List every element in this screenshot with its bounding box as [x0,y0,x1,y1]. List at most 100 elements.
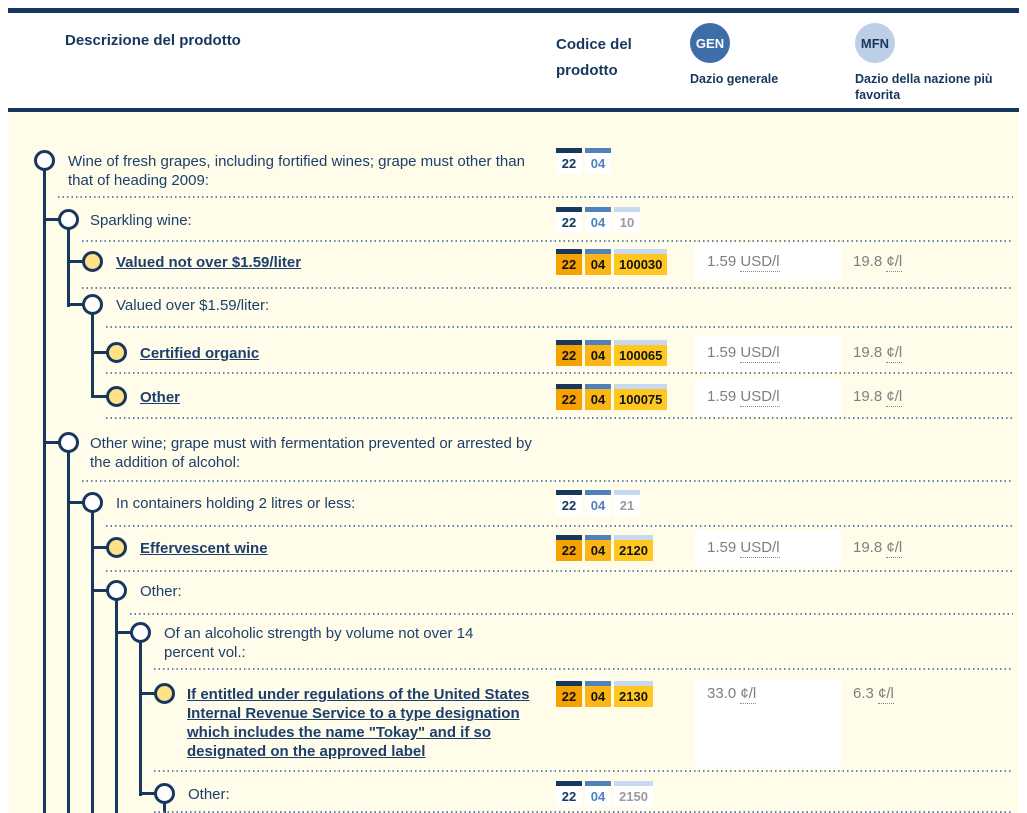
row-separator [106,372,1013,374]
product-description: In containers holding 2 litres or less: [116,495,356,512]
product-link[interactable]: Certified organic [140,345,260,362]
product-description: Other wine; grape must with fermentation… [90,435,532,471]
row-separator [82,287,1013,289]
table-body-background [8,112,1019,813]
hs-code-chip: 04 [585,490,611,516]
tree-node-icon[interactable] [58,432,79,453]
gen-duty-box [695,530,841,567]
tree-node-icon[interactable] [154,783,175,804]
hs-code-chip: 2130 [614,681,653,707]
mfn-duty-value: 6.3 ¢/l [853,685,894,704]
product-description: Valued over $1.59/liter: [116,297,270,314]
hs-code-chip: 04 [585,340,611,366]
gen-duty-box [695,679,841,767]
gen-duty-box [695,244,841,281]
hs-code-chip: 100065 [614,340,668,366]
hs-code-chip: 22 [556,681,582,707]
product-link[interactable]: Other [140,389,181,406]
tree-connector [91,589,107,592]
tree-connector [91,546,107,549]
hs-code: 22 04 2120 [556,535,653,561]
gen-duty-value: 1.59 USD/l [707,539,780,558]
tree-connector [67,303,83,306]
gen-duty-value: 1.59 USD/l [707,388,780,407]
hs-code-chip: 04 [585,249,611,275]
tree-leaf-icon[interactable] [82,251,103,272]
hs-code-chip: 22 [556,384,582,410]
gen-duty-value: 33.0 ¢/l [707,685,757,704]
hs-code-chip: 04 [585,384,611,410]
hs-code-chip: 04 [585,148,611,174]
hs-code: 22 04 10 [556,207,640,233]
hs-code-chip: 100030 [614,249,668,275]
tree-leaf-icon[interactable] [106,537,127,558]
mfn-duty-value: 19.8 ¢/l [853,388,903,407]
gen-badge: GEN [690,23,730,63]
tree-node-icon[interactable] [106,580,127,601]
hs-code-chip: 21 [614,490,640,516]
product-description: Sparkling wine: [90,212,192,229]
tree-connector [43,170,46,813]
tree-connector [67,260,83,263]
product-link[interactable]: Effervescent wine [140,540,268,557]
product-link[interactable]: If entitled under regulations of the Uni… [187,686,530,760]
column-header-description: Descrizione del prodotto [65,32,241,49]
product-link[interactable]: Valued not over $1.59/liter [116,254,302,271]
mfn-badge: MFN [855,23,895,63]
tree-connector [67,452,70,813]
tree-connector [91,395,107,398]
hs-code-chip: 22 [556,781,582,807]
tree-node-icon[interactable] [82,294,103,315]
gen-label: Dazio generale [690,72,779,86]
hs-code: 22 04 2130 [556,681,653,707]
row-separator [154,668,1013,670]
gen-duty-value: 1.59 USD/l [707,344,780,363]
hs-code-chip: 04 [585,781,611,807]
row-separator [106,525,1013,527]
hs-code-chip: 04 [585,535,611,561]
tree-leaf-icon[interactable] [106,386,127,407]
tree-connector [67,229,70,307]
product-description: Other: [188,786,230,803]
tree-leaf-icon[interactable] [154,683,175,704]
tree-connector [139,642,142,796]
row-separator [82,480,1013,482]
hs-code-chip: 22 [556,249,582,275]
tree-connector [91,314,94,398]
gen-duty-value: 1.59 USD/l [707,253,780,272]
hs-code-chip: 04 [585,681,611,707]
row-separator [154,770,1013,772]
column-header-code: Codice del prodotto [556,36,632,79]
hs-code-chip: 22 [556,535,582,561]
hs-code-chip: 22 [556,490,582,516]
hs-code-chip: 10 [614,207,640,233]
tree-connector [139,792,155,795]
tree-connector [43,441,59,444]
hs-code-chip: 2120 [614,535,653,561]
hs-code: 22 04 2150 [556,781,653,807]
row-separator [106,417,1013,419]
mfn-duty-value: 19.8 ¢/l [853,344,903,363]
mfn-label: Dazio della nazione più favorita [855,72,993,102]
hs-code-chip: 22 [556,207,582,233]
row-separator [106,570,1013,572]
header-top-rule [8,8,1019,13]
hs-code-chip: 100075 [614,384,668,410]
hs-code: 22 04 100030 [556,249,668,275]
product-description: Other: [140,583,182,600]
gen-duty-box [695,335,841,372]
hs-code: 22 04 [556,148,611,174]
tree-connector [91,512,94,813]
hs-code-chip: 2150 [614,781,653,807]
header-bottom-rule [8,108,1019,112]
tree-leaf-icon[interactable] [106,342,127,363]
tree-node-icon[interactable] [82,492,103,513]
tree-node-icon[interactable] [58,209,79,230]
gen-duty-box [695,379,841,416]
tree-connector [115,600,118,813]
tree-node-icon[interactable] [130,622,151,643]
hs-code: 22 04 100075 [556,384,668,410]
tree-node-icon[interactable] [34,150,55,171]
mfn-duty-value: 19.8 ¢/l [853,539,903,558]
